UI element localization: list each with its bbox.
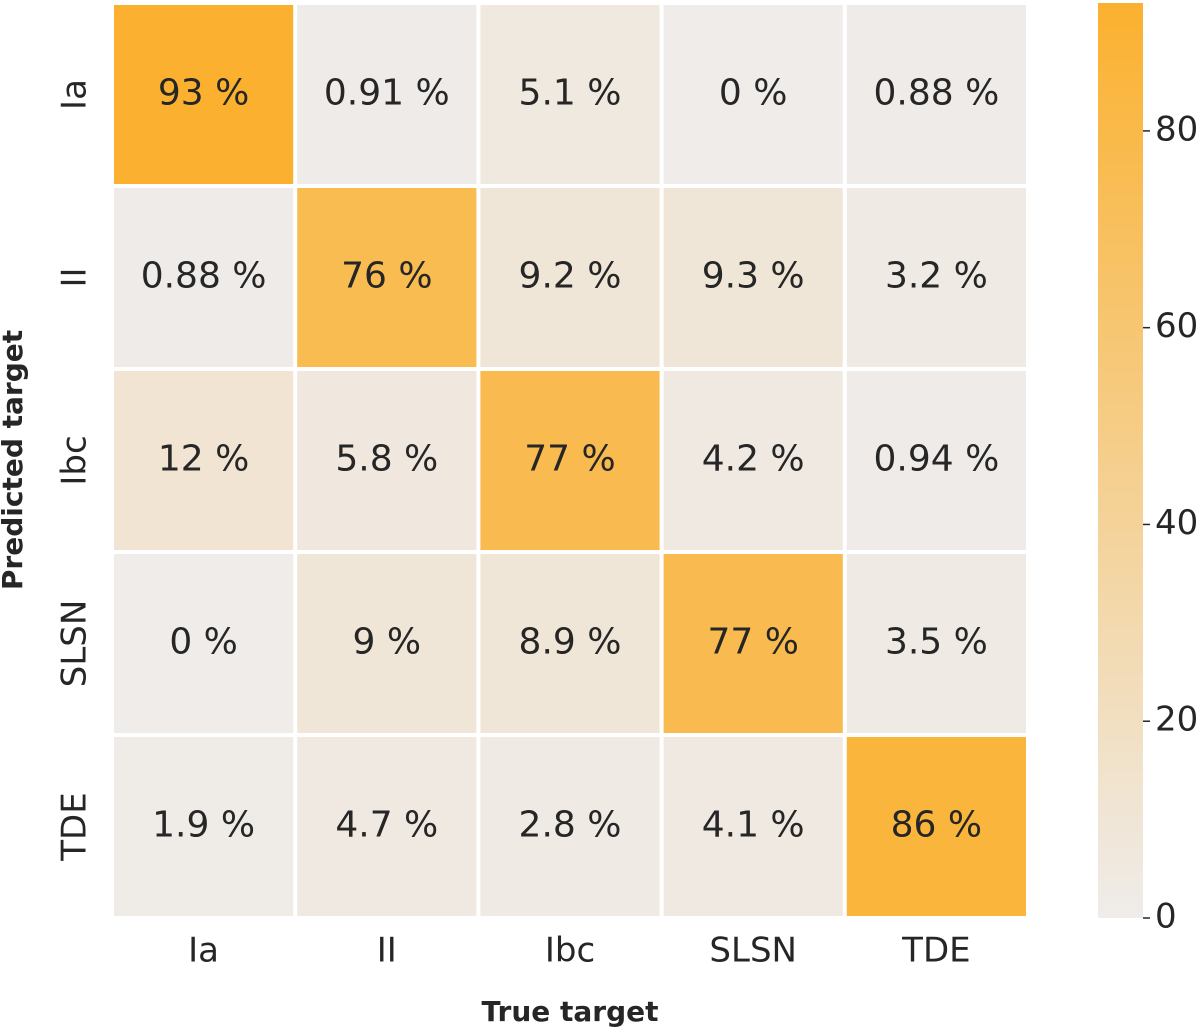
cell: [663, 188, 843, 367]
cell-label: 4.7 %: [335, 805, 438, 846]
cell-label: 5.1 %: [519, 73, 622, 114]
cell-label: 3.5 %: [885, 622, 988, 663]
cell-label: 9.3 %: [702, 256, 805, 297]
cell-label: 0 %: [169, 622, 238, 663]
cell: [846, 188, 1026, 367]
cell: [846, 371, 1026, 550]
cell-label: 8.9 %: [519, 622, 622, 663]
colorbar-tick-label: 80: [1155, 109, 1198, 149]
cell-label: 9.2 %: [519, 256, 622, 297]
cell-label: 2.8 %: [519, 805, 622, 846]
cell-label: 12 %: [158, 439, 249, 480]
y-tick-label: TDE: [55, 792, 95, 861]
cell: [480, 371, 660, 550]
y-tick-label: Ia: [55, 79, 95, 110]
x-tick-label: SLSN: [709, 931, 797, 971]
cell: [114, 371, 294, 550]
cell: [663, 371, 843, 550]
cell: [297, 5, 477, 184]
cell-label: 0 %: [719, 73, 788, 114]
cell-label: 77 %: [707, 622, 798, 663]
x-tick-label: Ia: [188, 931, 219, 971]
cell: [114, 554, 294, 733]
y-tick-label: SLSN: [55, 600, 95, 688]
cell: [480, 5, 660, 184]
cell: [663, 5, 843, 184]
cell-label: 93 %: [158, 73, 249, 114]
y-tick-label: II: [55, 267, 95, 287]
cell-label: 3.2 %: [885, 256, 988, 297]
cell: [846, 5, 1026, 184]
cell: [480, 737, 660, 916]
colorbar: [1098, 3, 1143, 918]
x-tick-label: II: [377, 931, 397, 971]
cell-label: 77 %: [524, 439, 615, 480]
cell-label: 0.91 %: [324, 73, 450, 114]
cell-label: 86 %: [891, 805, 982, 846]
colorbar-tick-label: 40: [1155, 503, 1198, 543]
cell: [114, 737, 294, 916]
cell-label: 0.88 %: [873, 73, 999, 114]
cell: [297, 371, 477, 550]
y-tick-label: Ibc: [55, 435, 95, 485]
cell-label: 0.88 %: [141, 256, 267, 297]
cell-label: 4.1 %: [702, 805, 805, 846]
x-axis-title: True target: [481, 995, 658, 1028]
cell-label: 4.2 %: [702, 439, 805, 480]
cell: [114, 188, 294, 367]
y-axis-title: Predicted target: [0, 330, 29, 590]
cell: [663, 737, 843, 916]
cell: [480, 554, 660, 733]
cell: [846, 554, 1026, 733]
cell: [663, 554, 843, 733]
cell-label: 9 %: [353, 622, 422, 663]
cell: [480, 188, 660, 367]
colorbar-tick-label: 0: [1155, 897, 1177, 937]
cell: [114, 5, 294, 184]
cell: [846, 737, 1026, 916]
cell-label: 76 %: [341, 256, 432, 297]
cell: [297, 554, 477, 733]
cell: [297, 188, 477, 367]
cell-label: 0.94 %: [873, 439, 999, 480]
colorbar-tick-label: 20: [1155, 700, 1198, 740]
colorbar-tick-label: 60: [1155, 306, 1198, 346]
cell-label: 1.9 %: [152, 805, 255, 846]
cell: [297, 737, 477, 916]
x-tick-label: TDE: [901, 931, 970, 971]
x-tick-label: Ibc: [545, 931, 595, 971]
cell-label: 5.8 %: [335, 439, 438, 480]
